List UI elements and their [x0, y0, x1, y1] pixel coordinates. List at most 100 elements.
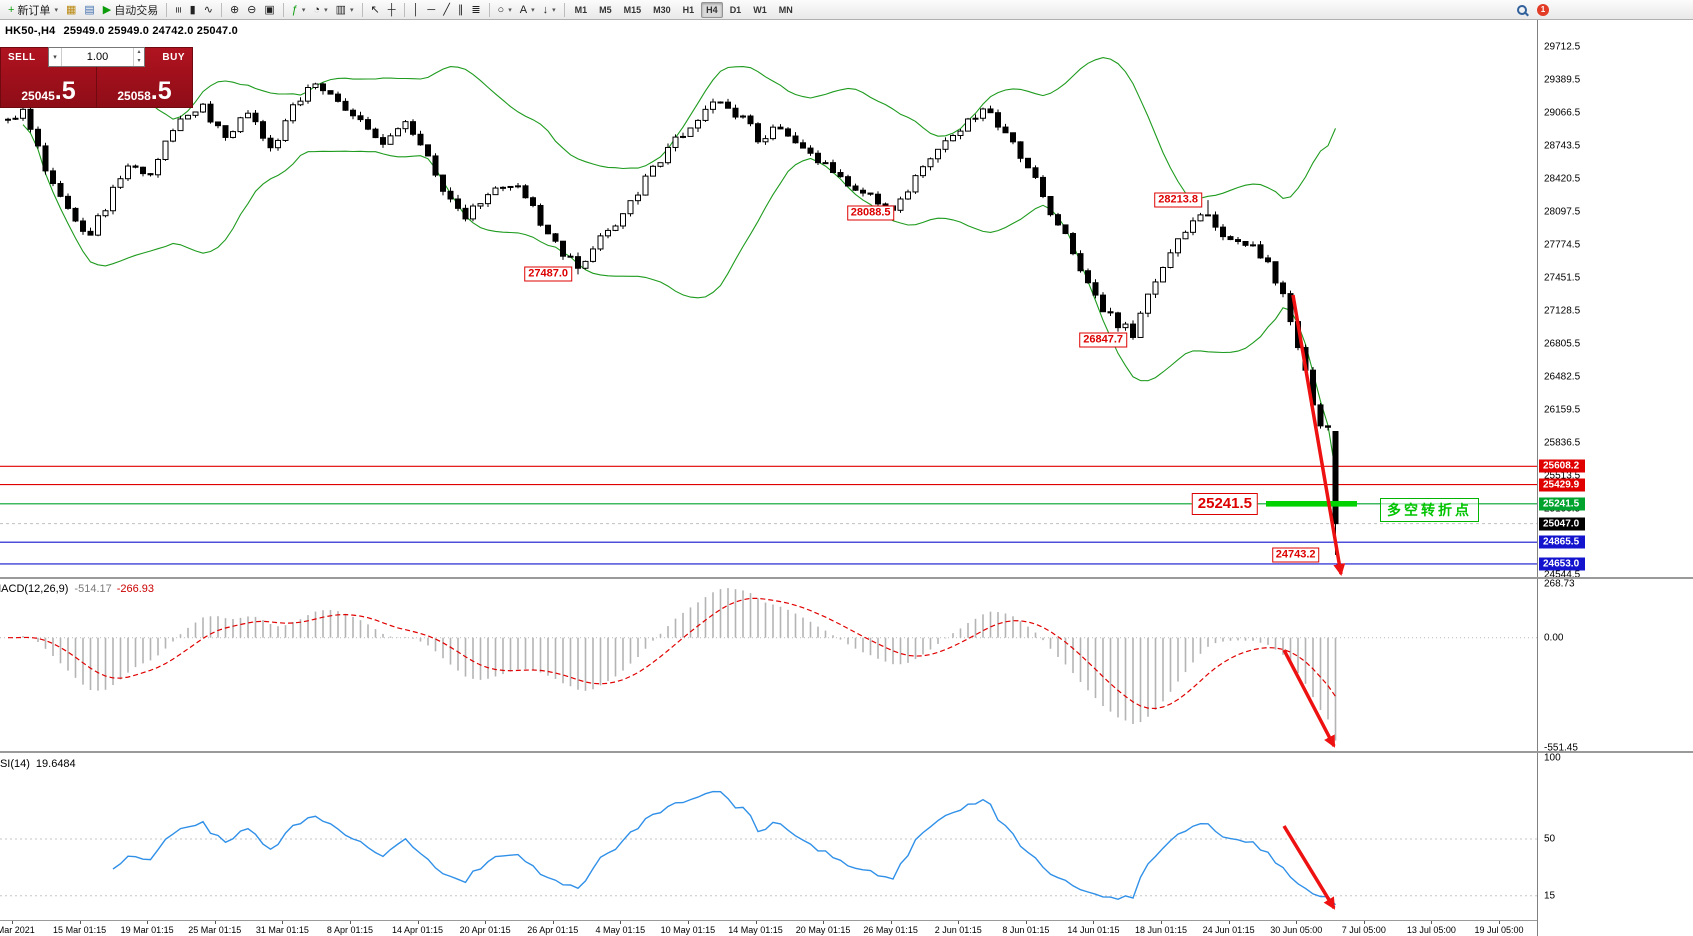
indicators-button[interactable]: ƒ ▾: [288, 1, 310, 19]
trendline-button[interactable]: ╱: [439, 1, 454, 19]
text-button[interactable]: A ▾: [516, 1, 539, 19]
time-tick: [79, 921, 81, 924]
panel-splitter[interactable]: [0, 577, 1693, 579]
current-price-badge: 25047.0: [1539, 517, 1585, 531]
text-icon: A: [519, 3, 528, 16]
spin-down-icon[interactable]: ▾: [137, 58, 141, 64]
price-tick-label: 26805.5: [1544, 338, 1581, 350]
down-trend-arrow[interactable]: [1291, 294, 1346, 576]
price-tick-label: 27451.5: [1544, 272, 1581, 284]
notification-badge[interactable]: 1: [1537, 3, 1549, 16]
new-order-button-label: 新订单: [17, 4, 51, 17]
macd-value: -514.17: [74, 583, 112, 595]
time-label: 8 Apr 01:15: [326, 925, 373, 935]
time-tick: [282, 921, 284, 924]
timeframe-d1-button[interactable]: D1: [729, 4, 742, 15]
charts-grid-button[interactable]: ▦: [62, 1, 80, 19]
price-tick-label: 27774.5: [1544, 239, 1581, 251]
new-order-icon: +: [8, 3, 15, 16]
chevron-down-icon: ▾: [324, 6, 328, 14]
rsi-value: 19.6484: [35, 758, 76, 770]
support-highlight-segment[interactable]: [1266, 500, 1357, 507]
cursor-button[interactable]: ↖: [367, 1, 384, 19]
profiles-button[interactable]: ▤: [80, 1, 98, 19]
crosshair-button[interactable]: ┼: [384, 1, 400, 19]
rsi-indicator-label: RSI(14) 19.6484: [0, 758, 76, 770]
panel-splitter[interactable]: [0, 751, 1693, 753]
timeframe-m5-button[interactable]: M5: [599, 4, 612, 15]
macd-signal-value: -266.93: [116, 583, 155, 595]
fibonacci-button[interactable]: ≣: [467, 1, 484, 19]
rsi-panel: [0, 790, 1537, 906]
time-axis[interactable]: 9 Mar 2021 15 Mar 01:15 19 Mar 01:15 25 Mar…: [0, 920, 1538, 936]
auto-trading-button-label: 自动交易: [114, 4, 159, 17]
time-tick: [1431, 921, 1433, 924]
cursor-icon: ↖: [370, 3, 380, 16]
channel-button[interactable]: ∥: [454, 1, 468, 19]
price-tick-label: 29712.5: [1544, 41, 1581, 53]
volume-stepper[interactable]: ▾ 1.00 ▴ ▾: [48, 47, 145, 67]
line-chart-icon: ∿: [203, 3, 213, 16]
new-order-button[interactable]: + 新订单 ▾: [4, 1, 62, 19]
down-trend-arrow[interactable]: [1282, 825, 1336, 910]
crosshair-icon: ┼: [387, 3, 396, 16]
tile-windows-button[interactable]: ▣: [260, 1, 278, 19]
bar-chart-icon: ≡: [172, 6, 185, 13]
price-tick-label: 26159.5: [1544, 404, 1581, 416]
rsi-name: RSI(14): [0, 758, 30, 770]
chevron-down-icon: ▾: [531, 6, 535, 14]
time-tick: [687, 921, 689, 924]
shapes-button[interactable]: ○ ▾: [494, 1, 516, 19]
templates-button[interactable]: ▥ ▾: [332, 1, 358, 19]
time-label: 13 Jul 05:00: [1406, 925, 1456, 935]
volume-spin-icons[interactable]: ▴ ▾: [133, 48, 144, 66]
chevron-down-icon: ▾: [54, 6, 58, 14]
timeframe-h1-button[interactable]: H1: [682, 4, 695, 15]
down-trend-arrow[interactable]: [1282, 649, 1336, 748]
time-tick: [485, 921, 487, 924]
candlestick-chart-button[interactable]: ▮: [186, 1, 200, 19]
timeframe-m30-button[interactable]: M30: [653, 4, 671, 15]
time-label: 20 May 01:15: [795, 925, 851, 935]
time-tick: [349, 921, 351, 924]
buy-label: BUY: [162, 52, 185, 63]
timeframe-m1-button[interactable]: M1: [574, 4, 588, 15]
periods-button[interactable]: ◔ ▾: [309, 1, 331, 19]
bar-chart-button[interactable]: ≡: [171, 1, 185, 19]
vertical-line-button[interactable]: │: [409, 1, 424, 19]
time-tick: [958, 921, 960, 924]
chevron-down-icon: ▾: [508, 6, 512, 14]
price-level-badge: 25608.2: [1539, 459, 1585, 473]
time-label: 19 Mar 01:15: [120, 925, 174, 935]
rsi-axis-label: 15: [1544, 890, 1556, 902]
timeframe-w1-button[interactable]: W1: [753, 4, 767, 15]
volume-dropdown-icon[interactable]: ▾: [49, 48, 62, 66]
timeframe-mn-button[interactable]: MN: [778, 4, 793, 15]
time-label: 24 Jun 01:15: [1202, 925, 1255, 935]
timeframe-h4-button[interactable]: H4: [701, 1, 723, 18]
spin-up-icon[interactable]: ▴: [137, 49, 141, 55]
fibonacci-icon: ≣: [471, 3, 481, 16]
candles-series: [5, 82, 1339, 555]
zoom-in-button[interactable]: ⊕: [226, 1, 243, 19]
chevron-down-icon: ▾: [350, 6, 354, 14]
time-label: 26 May 01:15: [863, 925, 918, 935]
zoom-out-button[interactable]: ⊖: [243, 1, 260, 19]
rsi-axis-label: 100: [1544, 752, 1561, 764]
volume-value[interactable]: 1.00: [86, 51, 109, 63]
macd-axis-label: 0.00: [1544, 632, 1564, 644]
auto-trading-button[interactable]: ▶ 自动交易: [99, 1, 162, 19]
price-axis[interactable]: 29712.5 29389.5 29066.5 28743.5 28420.5 28097…: [1537, 20, 1693, 936]
macd-panel: [0, 588, 1537, 741]
timeframe-m15-button[interactable]: M15: [623, 4, 642, 15]
line-chart-button[interactable]: ∿: [200, 1, 217, 19]
search-icon[interactable]: [1517, 4, 1527, 15]
price-tick-label: 25513.5: [1544, 470, 1581, 482]
arrows-button[interactable]: ↓ ▾: [539, 1, 560, 19]
time-tick: [1363, 921, 1365, 924]
channel-icon: ∥: [457, 3, 464, 16]
horizontal-line-button[interactable]: ─: [423, 1, 439, 19]
price-tick-label: 28097.5: [1544, 206, 1581, 218]
time-tick: [620, 921, 622, 924]
